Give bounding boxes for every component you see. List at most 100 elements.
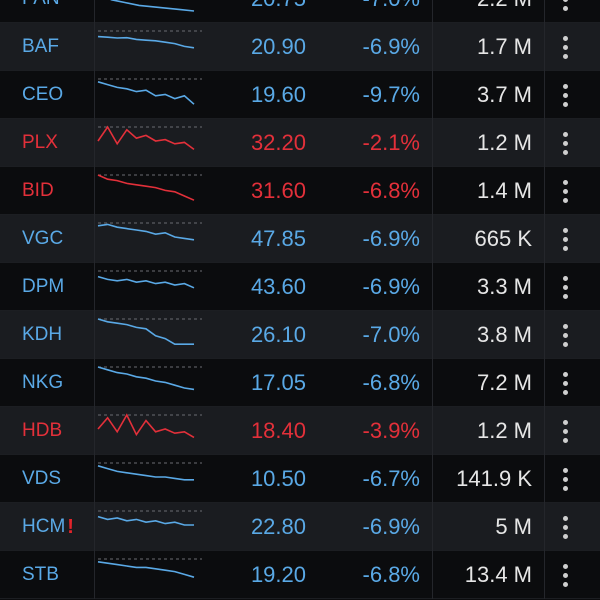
stock-symbol[interactable]: VDS [0, 455, 95, 503]
sparkline-chart [96, 359, 206, 407]
stock-symbol-text: HDB [22, 420, 63, 441]
sparkline-chart [96, 167, 206, 215]
sparkline-chart [96, 263, 206, 311]
more-options-button[interactable] [544, 215, 585, 263]
sparkline-chart [96, 407, 206, 455]
stock-volume: 141.9 K [432, 455, 532, 503]
more-options-button[interactable] [544, 23, 585, 71]
stock-row[interactable]: DPM 43.60 -6.9% 3.3 M [0, 263, 600, 311]
sparkline-series [97, 515, 194, 526]
stock-symbol-text: PLX [22, 132, 58, 153]
sparkline-chart [96, 215, 206, 263]
more-options-button[interactable] [544, 0, 585, 23]
stock-price: 10.50 [250, 465, 306, 491]
stock-symbol[interactable]: PAN [0, 0, 95, 23]
more-vertical-icon [562, 83, 568, 107]
stock-price: 19.20 [250, 561, 306, 587]
sparkline-series [97, 35, 195, 49]
stock-volume: 3.3 M [432, 263, 532, 311]
stock-row[interactable]: CEO 19.60 -9.7% 3.7 M [0, 71, 600, 119]
stock-row[interactable]: VDS 10.50 -6.7% 141.9 K [0, 455, 600, 503]
sparkline-svg [97, 78, 202, 105]
stock-row[interactable]: VGC 47.85 -6.9% 665 K [0, 215, 600, 263]
stock-volume: 665 K [432, 215, 532, 263]
more-options-button[interactable] [544, 503, 585, 551]
more-vertical-icon [562, 467, 568, 491]
stock-row[interactable]: BAF 20.90 -6.9% 1.7 M [0, 23, 600, 71]
stock-symbol[interactable]: HDB [0, 407, 95, 455]
more-vertical-icon [562, 515, 568, 539]
stock-change-percent: -6.7% [362, 465, 420, 491]
sparkline-svg [97, 174, 202, 201]
stock-symbol-text: NKG [22, 372, 64, 393]
sparkline-svg [110, 0, 195, 12]
sparkline-chart [96, 119, 206, 167]
sparkline-svg [97, 30, 202, 49]
stock-symbol[interactable]: CEO [0, 71, 95, 119]
stock-change-percent: -3.9% [362, 417, 420, 443]
stock-row[interactable]: KDH 26.10 -7.0% 3.8 M [0, 311, 600, 359]
stock-change-percent: -2.1% [362, 129, 420, 155]
more-options-button[interactable] [544, 119, 585, 167]
stock-change-percent: -6.8% [362, 177, 420, 203]
stock-row[interactable]: PLX 32.20 -2.1% 1.2 M [0, 119, 600, 167]
stock-price: 20.90 [250, 33, 306, 59]
stock-symbol[interactable]: NKG [0, 359, 95, 407]
more-vertical-icon [562, 35, 568, 59]
stock-change-percent: -9.7% [362, 81, 420, 107]
more-options-button[interactable] [544, 359, 585, 407]
more-options-button[interactable] [544, 71, 585, 119]
stock-symbol[interactable]: PLX [0, 119, 95, 167]
stock-row[interactable]: HCM! 22.80 -6.9% 5 M [0, 503, 600, 551]
stock-change-percent: -6.9% [362, 225, 420, 251]
stock-price: 32.20 [250, 129, 306, 155]
sparkline-series [97, 561, 195, 578]
stock-change-percent: -6.8% [362, 561, 420, 587]
stock-symbol[interactable]: KDH [0, 311, 95, 359]
sparkline-series [97, 413, 195, 439]
sparkline-series [97, 275, 195, 289]
stock-symbol-text: HCM [22, 516, 66, 537]
stock-price: 17.05 [250, 369, 306, 395]
more-options-button[interactable] [544, 311, 585, 359]
more-options-button[interactable] [544, 407, 585, 455]
more-options-button[interactable] [544, 551, 585, 599]
more-vertical-icon [562, 227, 568, 251]
more-vertical-icon [562, 323, 568, 347]
stock-symbol-text: STB [22, 564, 59, 585]
more-options-button[interactable] [544, 455, 585, 503]
stock-price: 43.60 [250, 273, 306, 299]
stock-row[interactable]: STB 19.20 -6.8% 13.4 M [0, 551, 600, 599]
sparkline-series [110, 0, 195, 12]
sparkline-series [97, 223, 195, 241]
sparkline-svg [97, 222, 202, 241]
stock-change-percent: -7.0% [306, 0, 420, 22]
stock-symbol[interactable]: BAF [0, 23, 95, 71]
stock-change-percent: -6.9% [362, 513, 420, 539]
stock-row[interactable]: HDB 18.40 -3.9% 1.2 M [0, 407, 600, 455]
stock-symbol[interactable]: BID [0, 167, 95, 215]
stock-row[interactable]: NKG 17.05 -6.8% 7.2 M [0, 359, 600, 407]
stock-symbol-text: BAF [22, 36, 59, 57]
stock-symbol-text: PAN [22, 0, 60, 10]
stock-symbol[interactable]: STB [0, 551, 95, 599]
stock-row[interactable]: BID 31.60 -6.8% 1.4 M [0, 167, 600, 215]
stock-volume: 1.2 M [432, 407, 532, 455]
sparkline-series [97, 174, 195, 201]
more-options-button[interactable] [544, 263, 585, 311]
stock-price: 22.80 [250, 513, 306, 539]
more-options-button[interactable] [544, 167, 585, 215]
more-vertical-icon [562, 419, 568, 443]
stock-symbol[interactable]: HCM! [0, 503, 95, 551]
stock-price: 20.75 [206, 0, 306, 22]
stock-symbol-text: KDH [22, 324, 63, 345]
stock-symbol[interactable]: DPM [0, 263, 95, 311]
sparkline-svg [97, 318, 202, 346]
stock-price: 31.60 [250, 177, 306, 203]
stock-row[interactable]: PAN 20.75-7.0% 2.2 M [0, 0, 600, 23]
stock-change-percent: -6.8% [362, 369, 420, 395]
sparkline-svg [97, 510, 202, 526]
more-vertical-icon [562, 563, 568, 587]
sparkline-series [97, 366, 195, 391]
stock-symbol[interactable]: VGC [0, 215, 95, 263]
